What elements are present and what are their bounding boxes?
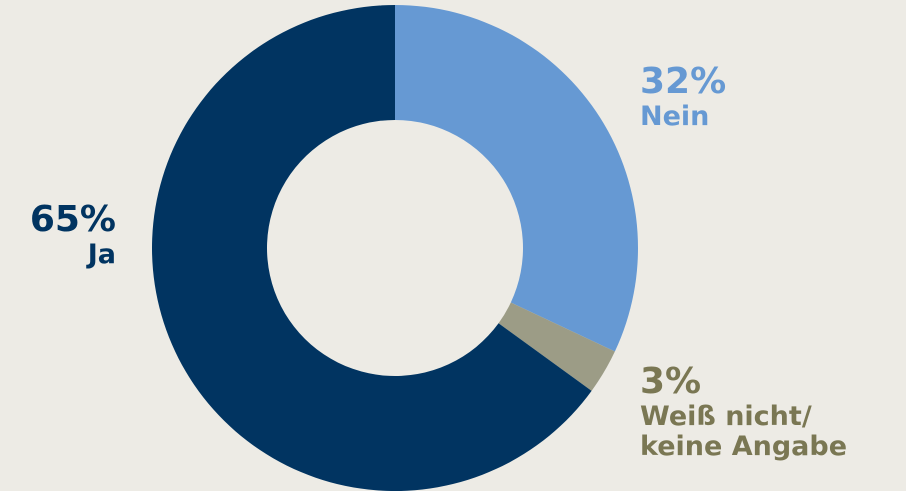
- slice-category-nein: Nein: [640, 100, 710, 132]
- slice-label-weiss-nicht: 3% Weiß nicht/ keine Angabe: [640, 362, 847, 462]
- slice-category-ja: Ja: [87, 238, 116, 270]
- slice-category-weiss-nicht-line2: keine Angabe: [640, 430, 848, 462]
- slice-label-nein: 32% Nein: [640, 62, 726, 132]
- slice-value-weiss-nicht: 3%: [640, 361, 702, 402]
- donut-slice-ja: [152, 5, 592, 491]
- slice-label-ja: 65% Ja: [30, 200, 116, 270]
- slice-value-ja: 65%: [29, 199, 116, 240]
- slice-category-weiss-nicht-line1: Weiß nicht/: [640, 400, 812, 432]
- slice-value-nein: 32%: [640, 61, 727, 102]
- donut-slice-nein: [395, 5, 638, 352]
- donut-slice-weiß-nicht-keine-angabe: [498, 302, 615, 391]
